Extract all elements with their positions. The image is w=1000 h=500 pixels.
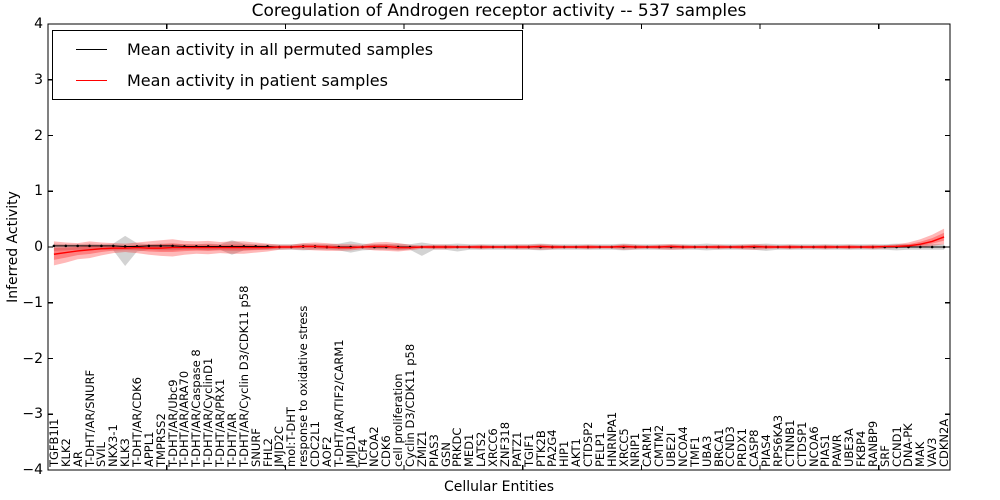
x-category-label: SNURF [248, 428, 263, 467]
legend: Mean activity in all permuted samples Me… [52, 30, 523, 100]
patient-line-swatch [76, 80, 107, 81]
x-category-label: CDKN2A [937, 418, 952, 467]
x-category-label: CTDSP1 [794, 421, 809, 467]
x-category-label: SRF [877, 445, 892, 467]
legend-entry-permuted: Mean activity in all permuted samples [53, 34, 522, 65]
x-category-label: T-DHT/AR/TIF2/CARM1 [331, 339, 346, 467]
permuted-point-marker [171, 244, 174, 248]
x-axis-title: Cellular Entities [443, 479, 555, 495]
y-tick-label: −3 [22, 406, 43, 423]
permuted-point-marker [88, 244, 91, 248]
chart-title: Coregulation of Androgen receptor activi… [251, 1, 747, 21]
permuted-point-marker [123, 245, 127, 248]
permuted-point-marker [942, 245, 946, 249]
y-tick-label: −2 [22, 350, 43, 367]
x-category-label: PIAS3 [426, 434, 441, 467]
x-category-label: KLK2 [58, 438, 73, 467]
y-tick-label: 4 [34, 16, 43, 32]
x-category-label: HNRNPA1 [604, 411, 619, 467]
permuted-band [53, 235, 945, 266]
permuted-point-marker [919, 245, 922, 249]
permuted-point-marker [111, 244, 115, 248]
x-category-label: TGIF1 [521, 433, 536, 467]
x-category-label: CTNNB1 [782, 419, 797, 467]
permuted-point-marker [159, 244, 163, 248]
x-category-label: PATZ1 [509, 431, 524, 467]
permuted-point-marker [930, 245, 934, 249]
y-tick-label: 2 [34, 127, 43, 144]
y-tick-label: −4 [22, 462, 43, 478]
patient-mean-line [53, 236, 945, 255]
legend-label-patient: Mean activity in patient samples [127, 70, 388, 90]
x-category-label: TMPRSS2 [153, 413, 168, 467]
x-category-label: AR [70, 451, 85, 467]
y-tick-label: 0 [34, 239, 43, 255]
x-category-label: UBA3 [699, 435, 714, 468]
permuted-point-marker [147, 244, 151, 248]
permuted-point-marker [52, 244, 56, 248]
x-category-label: JMJD1A [343, 426, 358, 467]
permuted-point-marker [100, 244, 103, 248]
y-tick-label: −1 [22, 294, 43, 311]
legend-label-permuted: Mean activity in all permuted samples [127, 39, 434, 59]
y-tick-label: 3 [34, 71, 43, 88]
permuted-line-swatch [76, 49, 107, 50]
y-tick-label: 1 [34, 183, 43, 200]
legend-entry-patient: Mean activity in patient samples [53, 65, 522, 96]
permuted-point-marker [64, 244, 68, 248]
permuted-point-marker [76, 244, 79, 248]
